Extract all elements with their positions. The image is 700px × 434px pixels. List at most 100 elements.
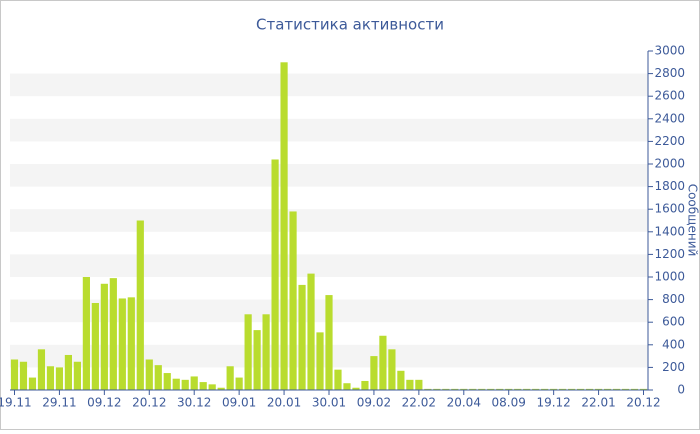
bar: [550, 388, 558, 390]
bar: [55, 367, 64, 390]
bar: [621, 388, 630, 390]
bar: [145, 359, 153, 390]
bar: [451, 388, 459, 390]
y-tick-label: 1400: [654, 224, 685, 238]
bar: [199, 382, 207, 390]
bar: [612, 388, 621, 390]
chart-title: Статистика активности: [256, 16, 444, 34]
bar: [559, 388, 567, 390]
x-tick-label: 29.11: [42, 396, 76, 410]
bar: [208, 384, 216, 390]
y-tick-label: 2400: [654, 111, 685, 125]
bar: [514, 388, 522, 390]
x-tick-label: 30.12: [177, 396, 211, 410]
band: [10, 164, 648, 187]
x-tick-label: 19.11: [0, 396, 32, 410]
bar: [10, 359, 19, 390]
bar: [577, 388, 585, 390]
bar: [370, 356, 378, 390]
bar: [585, 388, 594, 390]
y-tick-label: 1200: [654, 247, 685, 261]
bar: [253, 330, 261, 390]
y-tick-label: 2800: [654, 66, 685, 80]
bar: [172, 378, 180, 390]
bar: [415, 379, 423, 390]
y-tick-label: 1600: [654, 202, 685, 216]
bar: [46, 366, 55, 390]
bar: [235, 377, 243, 390]
y-tick-label: 1800: [654, 179, 685, 193]
bar: [639, 388, 648, 390]
bar: [37, 349, 46, 390]
bar: [280, 62, 288, 391]
bar: [352, 387, 360, 390]
bar: [289, 211, 297, 390]
x-tick-label: 08.09: [492, 396, 526, 410]
bar: [127, 297, 135, 390]
x-tick-label: 20.01: [267, 396, 301, 410]
y-tick-label: 400: [662, 337, 685, 351]
bar: [594, 388, 603, 390]
band: [10, 209, 648, 232]
bar: [442, 388, 450, 390]
bar: [154, 365, 162, 390]
bar: [73, 361, 81, 390]
bar: [487, 388, 495, 390]
bar: [541, 388, 549, 390]
bar: [109, 278, 117, 390]
bar: [244, 314, 252, 390]
bar: [226, 366, 234, 390]
bar: [136, 220, 144, 390]
bar: [316, 332, 324, 390]
bar: [325, 295, 333, 390]
bar: [28, 377, 37, 390]
y-tick-label: 600: [662, 315, 685, 329]
x-tick-label: 09.01: [222, 396, 256, 410]
x-tick-label: 19.12: [536, 396, 570, 410]
x-tick-label: 09.12: [87, 396, 121, 410]
y-tick-label: 0: [677, 383, 685, 397]
bar: [82, 277, 90, 390]
bar: [64, 354, 73, 390]
bar: [217, 387, 225, 390]
x-tick-label: 22.01: [581, 396, 615, 410]
bar: [298, 284, 306, 390]
band: [10, 118, 648, 142]
bar: [334, 369, 342, 390]
x-tick-label: 09.02: [357, 396, 391, 410]
bar: [361, 380, 369, 390]
bar: [424, 388, 432, 390]
x-tick-label: 20.12: [626, 396, 660, 410]
band: [10, 254, 648, 277]
bar: [505, 388, 513, 390]
bar: [19, 361, 28, 390]
bar: [118, 298, 126, 390]
bar: [433, 388, 441, 390]
bar: [181, 379, 189, 390]
band: [10, 73, 648, 97]
bar: [379, 335, 387, 390]
bar: [460, 388, 468, 390]
y-tick-label: 1000: [654, 270, 685, 284]
bar: [343, 383, 351, 390]
bar: [91, 302, 99, 390]
y-tick-label: 200: [662, 360, 685, 374]
bar: [163, 373, 171, 390]
bar: [271, 159, 279, 390]
x-tick-label: 22.02: [402, 396, 436, 410]
x-tick-label: 20.12: [132, 396, 166, 410]
bar: [406, 379, 414, 390]
y-tick-label: 2000: [654, 157, 685, 171]
y-tick-label: 2200: [654, 134, 685, 148]
bar: [523, 388, 531, 390]
y-axis-title: Сообщений: [686, 184, 700, 257]
x-tick-label: 30.01: [312, 396, 346, 410]
bar: [603, 388, 612, 390]
bar: [262, 314, 270, 390]
bar: [568, 388, 576, 390]
bar: [190, 376, 198, 390]
y-tick-label: 800: [662, 292, 685, 306]
y-tick-label: 3000: [654, 44, 685, 58]
y-tick-label: 2600: [654, 89, 685, 103]
